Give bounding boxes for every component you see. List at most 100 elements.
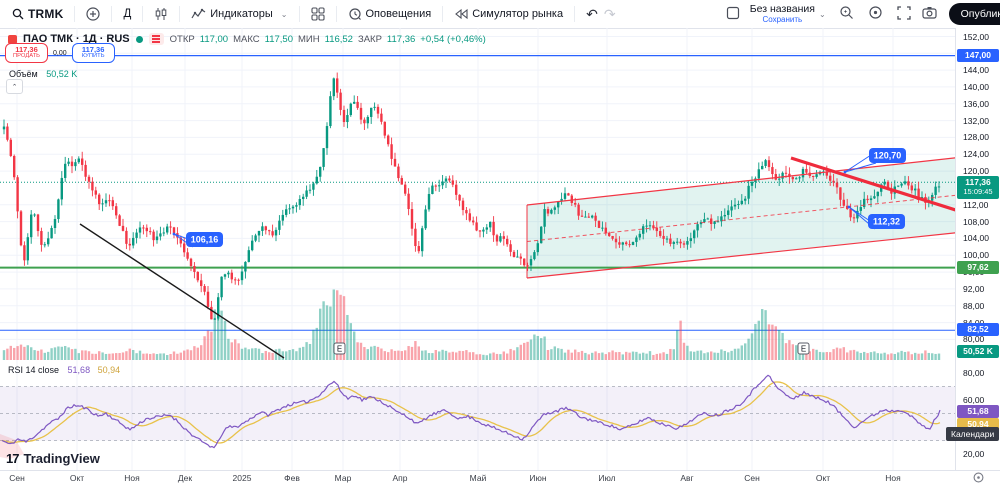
sell-button[interactable]: 117,36 ПРОДАТЬ: [5, 43, 48, 63]
time-axis-settings-icon[interactable]: [973, 472, 984, 483]
grid-layout-icon: [310, 7, 325, 21]
indicators-button[interactable]: Индикаторы: [187, 8, 277, 21]
volume-label: Объём: [9, 69, 38, 79]
low-value: 116,52: [324, 33, 353, 45]
grid-layer: [0, 28, 955, 362]
time-axis-label: Окт: [69, 473, 85, 483]
layout-select-icon[interactable]: [726, 6, 740, 23]
replay-icon: [454, 8, 468, 20]
rsi-tick: 60,00: [963, 395, 985, 405]
toolbar-separator: [335, 6, 337, 22]
high-label: МАКС: [233, 33, 260, 45]
buy-label: КУПИТЬ: [81, 53, 105, 60]
svg-text:E: E: [801, 345, 806, 354]
high-value: 117,50: [264, 33, 293, 45]
price-tick: 100,00: [963, 250, 989, 261]
time-axis-label: Апр: [392, 473, 408, 483]
redo-button[interactable]: ↷: [603, 5, 616, 22]
symbol-title[interactable]: ПАО ТМК · 1Д · RUS: [23, 33, 130, 45]
search-icon: [12, 8, 24, 20]
buy-price: 117,36: [81, 44, 105, 54]
price-tick: 84,00: [963, 318, 984, 328]
alerts-button[interactable]: Оповещения: [344, 7, 436, 21]
price-scale-badge: 97,62: [957, 261, 999, 274]
buy-button[interactable]: 117,36 КУПИТЬ: [71, 43, 115, 63]
earnings-marker[interactable]: E: [333, 342, 346, 355]
time-axis-label: Сен: [9, 473, 25, 483]
time-axis-label: Ноя: [124, 473, 140, 483]
time-axis[interactable]: Сен Окт Ноя Дек 2025 Фев Мар Апр Май Июн Июл Авг Сен…: [0, 470, 1000, 483]
spread-value: 0,00: [53, 49, 67, 57]
fullscreen-icon[interactable]: [896, 5, 911, 23]
price-tick: 152,00: [963, 31, 989, 42]
save-link[interactable]: Сохранить: [762, 15, 803, 25]
undo-button[interactable]: ↶: [586, 5, 598, 22]
price-scale[interactable]: 152,00148,00144,00140,00136,00132,00128,…: [955, 28, 1000, 470]
price-tick: 144,00: [963, 65, 989, 76]
price-pane[interactable]: E E 106,16 120,70 112,32: [0, 28, 955, 362]
layout-chevron[interactable]: ⌄: [818, 9, 826, 19]
pane-collapse-button[interactable]: ⌃: [6, 79, 23, 94]
plus-circle-icon: [86, 7, 101, 21]
rsi-left-artifact: [0, 434, 24, 459]
chart-type-button[interactable]: [150, 7, 172, 21]
price-scale-badge: 50,52 K: [957, 345, 999, 358]
toolbar-separator: [298, 6, 300, 22]
price-tick: 104,00: [963, 233, 989, 244]
toolbar-separator: [574, 6, 576, 22]
market-status-icon: [135, 35, 143, 43]
close-value: 117,36: [386, 33, 416, 45]
symbol-search-button[interactable]: TRMK: [8, 7, 67, 21]
tradingview-mark-icon: 17: [6, 451, 20, 466]
interval-button[interactable]: Д: [119, 8, 135, 20]
rsi-pane[interactable]: [0, 362, 955, 470]
layout-grid-button[interactable]: [307, 7, 329, 21]
publish-button[interactable]: Опублик: [948, 3, 1000, 25]
indicators-templates-chevron[interactable]: ⌄: [280, 9, 288, 19]
toolbar-separator: [111, 6, 113, 22]
sell-label: ПРОДАТЬ: [13, 53, 40, 60]
svg-text:106,16: 106,16: [191, 235, 219, 245]
toolbar-separator: [142, 6, 144, 22]
tradingview-wordmark: TradingView: [23, 451, 100, 466]
price-tick: 140,00: [963, 81, 989, 92]
time-axis-label: Ноя: [885, 473, 901, 483]
price-scale-badge: 147,00: [957, 49, 999, 62]
price-tick: 124,00: [963, 149, 989, 160]
time-axis-label: Дек: [177, 473, 193, 483]
replay-label: Симулятор рынка: [472, 8, 564, 20]
black-downtrend[interactable]: [79, 223, 285, 359]
price-tick: 92,00: [963, 283, 985, 294]
target-icon[interactable]: [868, 5, 883, 23]
rsi-line[interactable]: [1, 374, 941, 449]
chart-legend: ПАО ТМК · 1Д · RUS ОТКР 117,00 МАКС 117,50…: [8, 33, 486, 45]
layout-name-button[interactable]: Без названия Сохранить: [750, 4, 815, 25]
price-callout[interactable]: 106,16: [172, 232, 223, 248]
compare-add-button[interactable]: [82, 7, 104, 21]
ascending-channel-fill[interactable]: [527, 157, 955, 278]
tradingview-logo[interactable]: 17 TradingView: [6, 451, 100, 466]
time-axis-label: Июн: [529, 473, 547, 483]
earnings-marker[interactable]: E: [797, 342, 810, 355]
rsi-legend: RSI 14 close 51,68 50,94: [8, 365, 120, 375]
price-tick: 128,00: [963, 132, 989, 143]
volume-value: 50,52 K: [46, 69, 78, 79]
interval-label: Д: [123, 8, 132, 20]
red-resistance[interactable]: [790, 156, 955, 213]
quick-search-icon[interactable]: [839, 5, 854, 23]
rsi-avg-value: 50,94: [97, 365, 121, 375]
price-callout[interactable]: 112,32: [847, 205, 905, 230]
svg-text:E: E: [337, 345, 342, 354]
symbol-name: TRMK: [28, 7, 64, 21]
time-axis-label: Авг: [680, 473, 694, 483]
time-axis-label: Сен: [744, 473, 760, 483]
rsi-avg-line[interactable]: [1, 381, 941, 444]
sell-price: 117,36: [15, 44, 38, 54]
snapshot-camera-icon[interactable]: [922, 6, 937, 22]
replay-button[interactable]: Симулятор рынка: [450, 8, 567, 20]
layout-title: Без названия: [749, 2, 815, 15]
trade-widget: 117,36 ПРОДАТЬ 0,00 117,36 КУПИТЬ: [5, 43, 115, 63]
toolbar-separator: [442, 6, 444, 22]
price-callout[interactable]: 120,70: [843, 148, 906, 174]
